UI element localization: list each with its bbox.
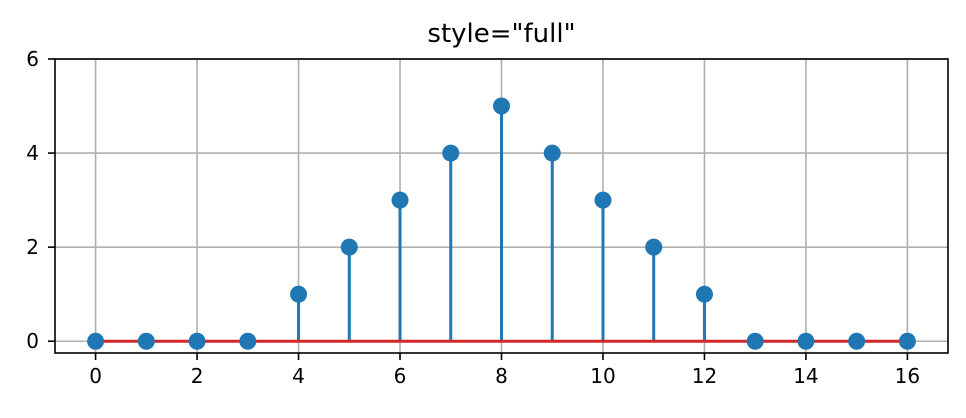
stem-marker [493,97,510,115]
x-tick-label: 14 [793,364,818,388]
chart-title: style="full" [427,19,575,49]
x-tick-label: 12 [692,364,717,388]
stem-marker [848,332,866,350]
stem-marker [594,191,612,209]
x-tick-label: 2 [191,364,204,388]
stem-marker [645,238,663,256]
stem-marker [695,285,713,303]
stem-marker [746,332,764,350]
stem-marker [442,144,460,162]
ticks: 0 2 4 6 8 10 12 14 16 0 2 4 6 [26,47,920,388]
x-tick-label: 6 [394,364,407,388]
x-tick-label: 10 [590,364,615,388]
stem-marker [188,332,206,350]
x-tick-label: 8 [495,364,508,388]
stem-marker [340,238,358,256]
y-tick-label: 2 [26,235,39,259]
markers [87,97,916,350]
stem-marker [797,332,815,350]
stem-marker [87,332,105,350]
x-tick-label: 0 [89,364,102,388]
y-tick-label: 0 [26,329,39,353]
y-tick-label: 4 [26,141,39,165]
stem-marker [239,332,257,350]
stem-marker [391,191,409,209]
stem-marker [290,285,308,303]
x-tick-label: 4 [292,364,305,388]
y-tick-label: 6 [26,47,39,71]
x-tick-label: 16 [895,364,920,388]
stem-marker [543,144,561,162]
stem-marker [898,332,916,350]
stem-marker [137,332,155,350]
